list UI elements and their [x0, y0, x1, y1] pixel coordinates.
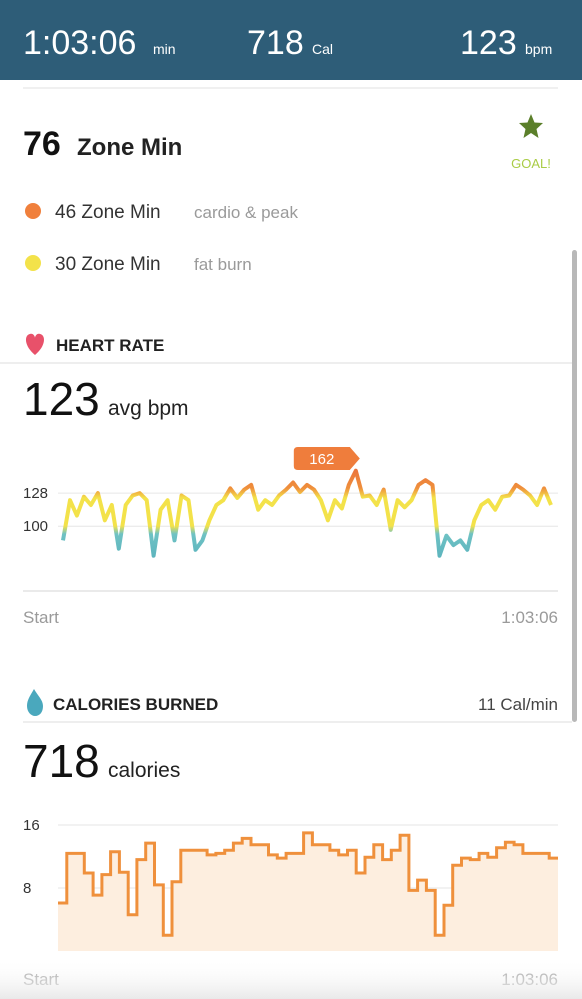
y-tick-label: 8 [23, 880, 31, 897]
calories-area [58, 832, 558, 951]
zone-total: 76 [23, 125, 61, 163]
y-tick-label: 100 [23, 518, 48, 535]
max-label: 162 [309, 451, 334, 468]
y-tick-label: 128 [23, 485, 48, 502]
scrollbar [572, 250, 577, 722]
max-badge [293, 447, 360, 470]
avg-unit: avg bpm [108, 397, 189, 420]
zone-dot [25, 203, 41, 219]
total-value: 718 [23, 735, 100, 787]
avg-value: 123 [23, 373, 100, 425]
zone-item: 30 Zone Min [55, 254, 161, 275]
goal-label: GOAL! [511, 156, 551, 171]
header-value: 718 [247, 24, 304, 62]
y-tick-label: 16 [23, 817, 40, 834]
rate: 11 Cal/min [478, 695, 558, 714]
bottom-fade [0, 958, 582, 999]
zone-dot [25, 255, 41, 271]
header-unit: Cal [312, 41, 333, 57]
header-unit: min [153, 41, 176, 57]
zone-total-label: Zone Min [77, 134, 182, 161]
x-label: 1:03:06 [501, 608, 558, 627]
goal-star [519, 114, 543, 138]
header-value: 1:03:06 [23, 24, 136, 62]
calories-line [58, 831, 558, 937]
zone-note: cardio & peak [194, 203, 298, 222]
heart-rate-line [61, 468, 553, 558]
header-value: 123 [460, 24, 517, 62]
heart-icon [25, 333, 45, 355]
total-unit: calories [108, 759, 180, 782]
section-title: CALORIES BURNED [53, 695, 218, 714]
heart-rate-chart: 100 128 Start 1:03:06 162 [23, 447, 558, 627]
section-title: HEART RATE [56, 336, 164, 355]
header-unit: bpm [525, 41, 552, 57]
header-bar [0, 0, 582, 80]
x-label: Start [23, 608, 59, 627]
zone-note: fat burn [194, 255, 252, 274]
zone-item: 46 Zone Min [55, 202, 161, 223]
drop-icon [27, 689, 43, 716]
